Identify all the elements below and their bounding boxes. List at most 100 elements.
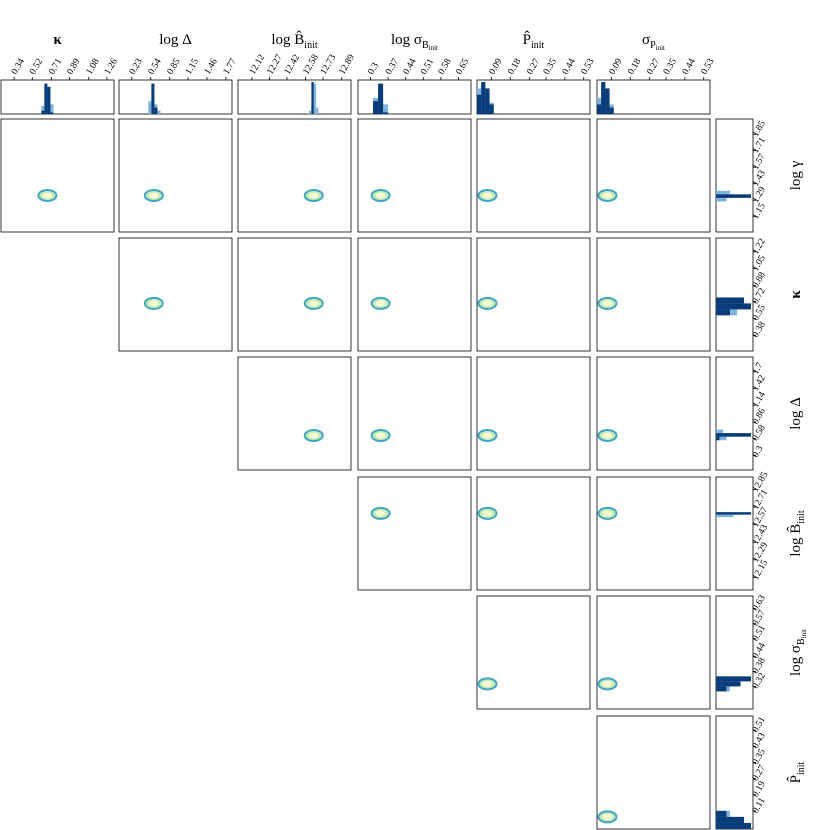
- hist-frame: [237, 79, 352, 115]
- contour-inner: [602, 680, 613, 687]
- hist-bar: [41, 106, 45, 114]
- contour-inner: [375, 510, 386, 517]
- x-tick-label: 0.65: [454, 57, 471, 77]
- hist-frame: [715, 237, 754, 352]
- column-label: P̂init: [523, 31, 545, 51]
- panel-frame: [237, 237, 352, 352]
- label-part: σ: [642, 32, 650, 48]
- x-tick-label: 0.34: [10, 57, 27, 77]
- label-part: P̂: [523, 31, 531, 48]
- contour-inner: [375, 432, 386, 439]
- column-label: log B̂init: [271, 31, 317, 51]
- panel-frame: [237, 356, 352, 471]
- panel-frame: [357, 356, 472, 471]
- label-part: init: [796, 510, 807, 524]
- panel-frame: [596, 595, 711, 710]
- panel-frame: [357, 237, 472, 352]
- panel-frame: [596, 476, 711, 591]
- x-tick-label: 12.89: [338, 53, 357, 77]
- y-tick-label: 0.55: [751, 303, 768, 323]
- hist-bar: [716, 676, 751, 682]
- y-tick-label: 0.32: [751, 671, 768, 691]
- hist-frame: [0, 79, 115, 115]
- contour-inner: [42, 192, 53, 199]
- contour-inner: [375, 192, 386, 199]
- hist-bar: [716, 822, 751, 829]
- row-label: log γ: [788, 160, 804, 190]
- hist-frame: [715, 118, 754, 233]
- label-part: log γ: [788, 160, 804, 190]
- hist-bar: [716, 429, 723, 434]
- contour-inner: [602, 813, 613, 820]
- hist-bar: [44, 83, 48, 114]
- hist-bar: [716, 433, 751, 437]
- y-tick-label: 0.58: [751, 423, 768, 443]
- panel-frame: [476, 595, 591, 710]
- hist-bar: [477, 94, 482, 114]
- contour-inner: [602, 432, 613, 439]
- column-label: σPinit: [642, 32, 665, 52]
- column-label: log σBinit: [391, 32, 438, 52]
- hist-bar: [50, 112, 54, 114]
- y-tick-label: 0.11: [751, 796, 768, 815]
- y-tick-label: 0.38: [751, 320, 768, 340]
- x-tick-label: 0.54: [147, 57, 164, 77]
- hist-bar: [716, 297, 744, 304]
- x-tick-label: 0.53: [580, 57, 597, 77]
- hist-bar: [383, 104, 389, 114]
- hist-bar: [605, 88, 610, 114]
- hist-bar: [716, 512, 751, 515]
- panel-frame: [596, 715, 711, 830]
- y-tick-label: 1.05: [751, 254, 768, 274]
- panel-frame: [357, 476, 472, 591]
- x-tick-label: 12.42: [283, 53, 302, 77]
- hist-bar: [716, 686, 727, 692]
- contour-inner: [482, 680, 493, 687]
- panel-frame: [237, 118, 352, 233]
- hist-bar: [601, 82, 606, 114]
- row-label: P̂init: [787, 761, 807, 783]
- hist-bar: [311, 82, 314, 114]
- y-tick-label: 1.85: [751, 119, 768, 139]
- panel-frame: [596, 237, 711, 352]
- x-tick-label: 0.18: [506, 57, 523, 77]
- y-tick-label: 0.19: [751, 780, 768, 800]
- y-tick-label: 0.51: [751, 624, 768, 644]
- hist-frame: [715, 595, 754, 710]
- panel-frame: [118, 237, 233, 352]
- panel-frame: [596, 118, 711, 233]
- contour-inner: [482, 432, 493, 439]
- hist-bar: [716, 436, 727, 441]
- label-part: init: [531, 40, 545, 51]
- hist-bar: [609, 107, 614, 114]
- panel-frame: [357, 118, 472, 233]
- hist-bar: [316, 107, 319, 114]
- row-label: log Δ: [788, 397, 804, 430]
- hist-frame: [118, 79, 233, 115]
- x-tick-label: 0.3: [366, 61, 381, 77]
- x-tick-label: 0.09: [608, 57, 625, 77]
- label-part: P̂: [787, 775, 804, 783]
- x-tick-label: 12.58: [302, 53, 321, 77]
- hist-bar: [373, 101, 379, 114]
- panel-frame: [596, 356, 711, 471]
- hist-frame: [596, 79, 711, 115]
- hist-bar: [716, 810, 727, 817]
- x-tick-label: 1.26: [103, 57, 120, 77]
- label-part: log B̂: [787, 524, 804, 557]
- hist-bar: [148, 101, 152, 114]
- x-tick-label: 0.44: [681, 57, 698, 77]
- x-tick-label: 12.73: [319, 53, 338, 77]
- panel-frame: [0, 118, 115, 233]
- x-tick-label: 0.37: [384, 57, 401, 77]
- contour-inner: [308, 432, 319, 439]
- hist-bar: [309, 110, 312, 114]
- x-tick-label: 0.44: [402, 57, 419, 77]
- label-part: init: [796, 761, 807, 775]
- panel-frame: [476, 118, 591, 233]
- hist-bar: [154, 107, 158, 114]
- y-tick-label: 1.43: [751, 169, 768, 189]
- label-part: B: [422, 40, 429, 51]
- x-tick-label: 0.35: [542, 57, 559, 77]
